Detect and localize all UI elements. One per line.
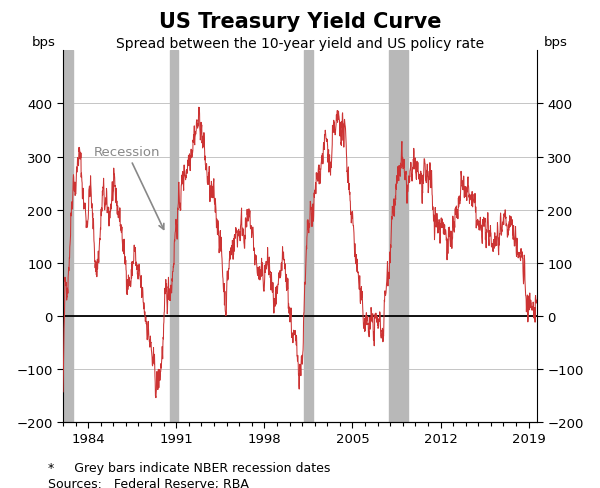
Text: bps: bps (32, 37, 56, 49)
Bar (304, 51, 313, 422)
Text: Sources:   Federal Reserve; RBA: Sources: Federal Reserve; RBA (48, 477, 249, 488)
Bar (170, 51, 178, 422)
Bar (56, 51, 73, 422)
Text: Recession: Recession (94, 145, 164, 230)
Text: Spread between the 10-year yield and US policy rate: Spread between the 10-year yield and US … (116, 37, 484, 51)
Bar (389, 51, 408, 422)
Text: bps: bps (544, 37, 568, 49)
Text: US Treasury Yield Curve: US Treasury Yield Curve (159, 12, 441, 32)
Text: *     Grey bars indicate NBER recession dates: * Grey bars indicate NBER recession date… (48, 461, 331, 474)
